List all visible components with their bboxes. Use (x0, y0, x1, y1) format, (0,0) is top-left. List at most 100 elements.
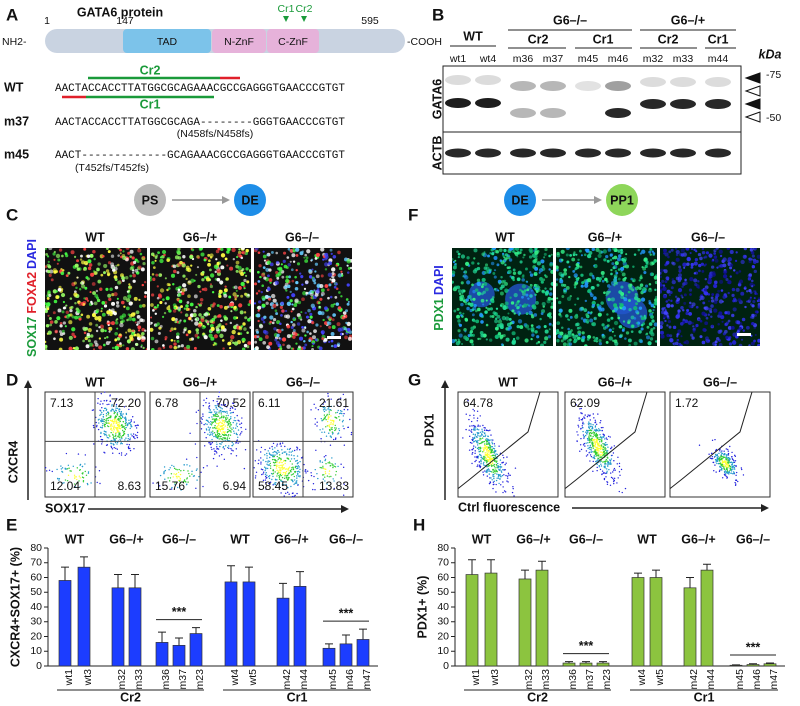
cell (176, 249, 181, 254)
event (273, 462, 276, 464)
cell (47, 330, 52, 335)
cell (242, 322, 246, 326)
event (349, 418, 351, 421)
cell (239, 310, 244, 315)
event (332, 466, 334, 469)
cell (93, 257, 96, 261)
cell (650, 315, 654, 319)
cell (291, 307, 295, 311)
event (594, 426, 597, 428)
event (216, 408, 219, 410)
cell (663, 306, 666, 310)
cell (53, 337, 56, 341)
event (284, 462, 286, 465)
event (264, 454, 266, 456)
event (233, 398, 235, 400)
event (477, 439, 479, 442)
event (207, 426, 210, 428)
cell (152, 277, 156, 282)
cell (215, 326, 219, 330)
event (220, 443, 222, 445)
cell (188, 337, 193, 342)
event (297, 467, 299, 470)
cell (207, 253, 211, 257)
cell (672, 325, 677, 330)
cell (484, 287, 489, 292)
cell (504, 288, 509, 293)
event (335, 474, 337, 476)
event (495, 463, 498, 466)
cell (286, 256, 290, 259)
lane-label: m32 (643, 53, 664, 65)
cell (235, 269, 239, 273)
cell (671, 278, 675, 281)
event (297, 462, 299, 464)
event (135, 427, 138, 429)
cell (230, 339, 233, 342)
cell (698, 269, 701, 273)
cell (68, 346, 73, 350)
event (329, 464, 332, 467)
event (234, 427, 237, 429)
cell (574, 338, 578, 342)
event (477, 424, 479, 426)
cell (61, 329, 65, 333)
cell (177, 256, 182, 260)
cell (99, 287, 103, 291)
cell (460, 267, 464, 271)
cell (125, 306, 130, 311)
band (510, 108, 536, 118)
event (480, 435, 482, 437)
event (235, 455, 238, 457)
cell (194, 318, 197, 321)
cell (493, 287, 497, 291)
cell (326, 315, 330, 319)
cell (87, 339, 91, 343)
cell (512, 268, 516, 272)
cell (727, 312, 731, 315)
cell (220, 248, 224, 251)
subgroup-label: Cr2 (658, 32, 679, 46)
event (330, 475, 332, 478)
cell (137, 248, 142, 253)
cell (512, 250, 515, 253)
cell (117, 280, 122, 285)
cell (614, 269, 618, 273)
cell (45, 252, 49, 256)
event (258, 459, 260, 461)
cell (166, 288, 169, 292)
cell (676, 335, 679, 338)
cell (717, 329, 722, 334)
event (478, 429, 480, 431)
event (328, 407, 330, 409)
event (607, 465, 609, 467)
cell (227, 342, 231, 346)
lane-label: m44 (708, 53, 729, 65)
event (599, 441, 601, 443)
event (172, 476, 174, 478)
cell (692, 325, 695, 328)
event (330, 423, 332, 425)
event (476, 433, 479, 435)
cell (298, 336, 304, 341)
event (128, 408, 130, 411)
cell (735, 271, 739, 275)
event (281, 452, 284, 454)
cell (223, 293, 228, 298)
cell (686, 262, 690, 266)
cell (164, 277, 167, 280)
event (118, 418, 120, 420)
cell (593, 338, 598, 343)
cell (201, 278, 205, 282)
event (327, 408, 329, 410)
event (176, 469, 178, 471)
event (211, 418, 214, 420)
cell (653, 301, 657, 306)
event (504, 463, 506, 466)
cell (119, 322, 124, 328)
event (471, 442, 473, 444)
event (483, 449, 485, 452)
cell (288, 275, 291, 279)
event (109, 419, 112, 422)
cell (311, 335, 316, 340)
